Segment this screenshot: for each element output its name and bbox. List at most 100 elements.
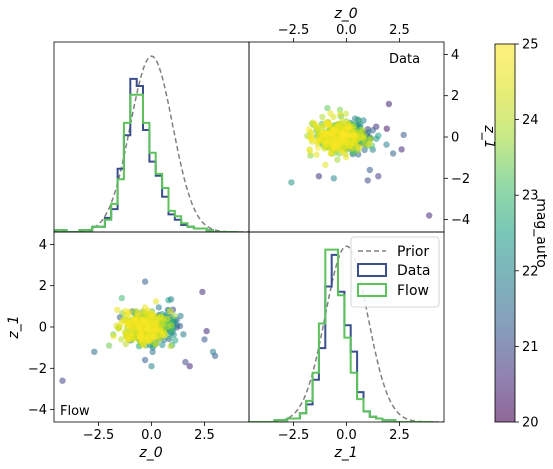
data-scatter-point bbox=[383, 141, 390, 148]
flow-scatter-point bbox=[203, 327, 210, 335]
flow-scatter-point bbox=[141, 356, 149, 364]
flow-scatter-point bbox=[125, 336, 132, 343]
flow-scatter-panel bbox=[59, 278, 219, 384]
data-panel-label: Data bbox=[389, 52, 420, 67]
y-tick-label: 4 bbox=[39, 238, 47, 253]
z1-flow-histogram bbox=[249, 248, 434, 422]
data-scatter-point bbox=[305, 126, 312, 133]
z1-histogram-panel bbox=[249, 245, 444, 422]
data-scatter-point bbox=[321, 145, 328, 152]
flow-scatter-point bbox=[124, 310, 132, 317]
y-tick-label: 4 bbox=[451, 48, 459, 63]
data-scatter-point bbox=[398, 146, 405, 153]
data-scatter-point bbox=[306, 148, 314, 155]
data-scatter-point bbox=[383, 125, 390, 132]
y-tick-label: 0 bbox=[451, 131, 459, 146]
flow-scatter-point bbox=[168, 322, 175, 329]
flow-scatter-point bbox=[167, 308, 174, 315]
flow-scatter-point bbox=[180, 331, 187, 338]
data-scatter-point bbox=[389, 150, 397, 157]
z0-prior-curve bbox=[54, 55, 249, 232]
data-scatter-point bbox=[315, 173, 323, 180]
x-tick-label: −2.5 bbox=[278, 23, 310, 38]
flow-scatter-point bbox=[59, 377, 66, 384]
data-scatter-point bbox=[330, 175, 337, 182]
flow-scatter-point bbox=[182, 358, 189, 366]
colorbar-tick-label: 23 bbox=[522, 189, 539, 204]
flow-scatter-point bbox=[115, 325, 122, 332]
x-tick-label: 2.5 bbox=[389, 23, 410, 38]
x-tick-label: 0.0 bbox=[336, 23, 357, 38]
data-scatter-point bbox=[312, 121, 319, 128]
data-scatter-point bbox=[313, 151, 320, 158]
colorbar-tick-label: 22 bbox=[522, 264, 539, 279]
flow-scatter-point bbox=[177, 312, 184, 320]
data-scatter-point bbox=[426, 212, 433, 219]
data-scatter-panel bbox=[288, 100, 433, 219]
colorbar-ticks: 20 21 22 23 24 25 bbox=[515, 38, 539, 431]
left-y-axis-label: z_1 bbox=[6, 315, 22, 339]
flow-scatter-point bbox=[151, 319, 159, 327]
legend-box bbox=[350, 236, 440, 308]
flow-scatter-point bbox=[128, 330, 136, 337]
z0-histogram-panel bbox=[54, 55, 249, 232]
data-scatter-point bbox=[327, 110, 334, 117]
data-scatter-point bbox=[327, 150, 334, 157]
y-tick-label: −4 bbox=[451, 213, 470, 228]
flow-scatter-point bbox=[153, 326, 160, 333]
flow-scatter-point bbox=[209, 348, 217, 355]
y-tick-label: 2 bbox=[451, 89, 459, 104]
data-scatter-point bbox=[345, 123, 352, 130]
x-tick-label: −2.5 bbox=[83, 428, 115, 443]
flow-scatter-point bbox=[199, 288, 206, 296]
flow-scatter-point bbox=[201, 336, 208, 343]
flow-scatter-point bbox=[164, 315, 171, 323]
colorbar-tick-label: 21 bbox=[522, 340, 539, 355]
data-scatter-point bbox=[322, 161, 329, 168]
legend-flow-marker bbox=[357, 283, 387, 297]
flow-scatter-point bbox=[155, 304, 162, 311]
flow-scatter-point bbox=[118, 336, 125, 343]
flow-scatter-point bbox=[148, 363, 155, 370]
flow-scatter-point bbox=[159, 331, 166, 339]
data-scatter-point bbox=[345, 131, 352, 139]
legend-data-label: Data bbox=[397, 263, 430, 279]
colorbar-tick-label: 24 bbox=[522, 113, 539, 128]
y-tick-label: 0 bbox=[39, 321, 47, 336]
flow-scatter-point bbox=[171, 312, 178, 319]
data-scatter-point bbox=[342, 110, 349, 117]
data-scatter-point bbox=[375, 173, 382, 180]
data-scatter-point bbox=[348, 145, 356, 152]
flow-scatter-point bbox=[114, 306, 121, 313]
data-scatter-point bbox=[336, 106, 344, 114]
flow-scatter-point bbox=[140, 316, 148, 323]
y-tick-label: 2 bbox=[39, 279, 47, 294]
data-scatter-point bbox=[334, 120, 341, 128]
data-scatter-point bbox=[314, 144, 322, 151]
data-scatter-point bbox=[366, 140, 373, 147]
data-scatter-point bbox=[385, 100, 393, 108]
data-scatter-point bbox=[343, 154, 350, 161]
data-scatter-point bbox=[288, 179, 295, 186]
x-tick-label: 2.5 bbox=[194, 428, 215, 443]
axis-ticks: −2.5 −2.5 −2.5 0.0 0.0 0.0 2.5 2.5 2.5 −4 −4 −2 −2 0 0… bbox=[28, 23, 470, 443]
flow-scatter-point bbox=[152, 298, 160, 305]
data-scatter-point bbox=[364, 177, 371, 184]
flow-scatter-point bbox=[110, 333, 117, 340]
flow-scatter-point bbox=[152, 340, 160, 347]
bottom-left-x-axis-label: z_0 bbox=[138, 445, 162, 461]
data-scatter-point bbox=[350, 132, 357, 139]
data-scatter-point bbox=[321, 140, 329, 147]
data-scatter-point bbox=[324, 104, 331, 112]
data-scatter-point bbox=[325, 121, 332, 129]
x-tick-label: 2.5 bbox=[389, 428, 410, 443]
data-scatter-point bbox=[338, 130, 345, 137]
flow-scatter-point bbox=[172, 337, 179, 344]
flow-scatter-point bbox=[186, 363, 193, 370]
flow-scatter-point bbox=[91, 348, 98, 355]
x-tick-label: 0.0 bbox=[336, 428, 357, 443]
x-tick-label: −2.5 bbox=[278, 428, 310, 443]
flow-scatter-point bbox=[167, 342, 174, 350]
data-scatter-point bbox=[331, 144, 338, 152]
